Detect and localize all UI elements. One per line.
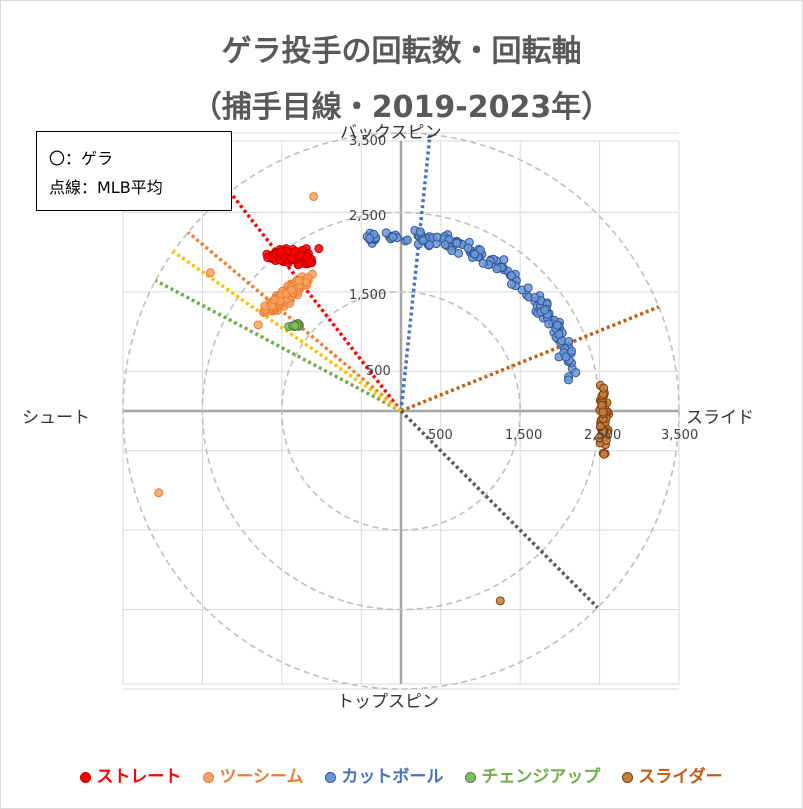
note-box: 〇：ゲラ 点線：MLB平均 (36, 131, 232, 211)
radial-tick-3500: 3,500 (349, 134, 387, 149)
axis-label-bottom: トップスピン (337, 692, 439, 712)
mlb-avg-line-0 (228, 190, 403, 413)
point-series-2 (470, 249, 480, 259)
point-series-2 (540, 305, 550, 315)
chart-title-line1: ゲラ投手の回転数・回転軸 (221, 34, 582, 69)
legend-marker-straight (80, 771, 92, 783)
point-series-2 (432, 232, 442, 242)
point-outlier-3 (495, 596, 505, 606)
point-series-2 (571, 368, 581, 378)
point-series-2 (552, 320, 562, 330)
point-series-2 (564, 375, 574, 385)
legend-marker-changeup (465, 771, 477, 783)
polar-ring-1500 (281, 291, 521, 531)
radial-tick-2500: 2,500 (349, 209, 387, 224)
point-series-0 (302, 252, 312, 262)
legend-label-slider: スライダー (638, 767, 723, 787)
point-series-0 (276, 247, 286, 257)
axis-label-top: バックスピン (340, 123, 442, 143)
legend-label-twoseam: ツーシーム (219, 767, 304, 787)
point-series-0 (263, 253, 273, 263)
x-tick-3500: 3,500 (661, 428, 699, 443)
point-outlier-1 (309, 192, 319, 202)
point-series-2 (388, 232, 398, 242)
chart-title-line2: （捕手目線・2019-2023年） (191, 90, 612, 125)
legend-item-straight: ストレート (80, 762, 181, 787)
point-series-2 (554, 329, 564, 339)
mlb-avg-line-4 (400, 305, 660, 413)
point-series-2 (402, 235, 412, 245)
point-series-4 (598, 407, 608, 417)
point-series-2 (507, 271, 517, 281)
mlb-avg-line-2 (399, 134, 432, 412)
x-tick-500: 500 (428, 428, 453, 443)
point-series-1 (269, 295, 279, 305)
point-series-0 (287, 253, 297, 263)
point-outlier-0 (154, 488, 164, 498)
radial-tick-500: 500 (366, 364, 391, 379)
point-series-2 (530, 293, 540, 303)
point-series-4 (599, 449, 609, 459)
point-series-2 (561, 352, 571, 362)
point-series-2 (523, 283, 533, 293)
point-series-4 (595, 422, 605, 432)
legend-label-cutter: カットボール (341, 767, 444, 787)
point-series-2 (447, 246, 457, 256)
legend: ストレート ツーシーム カットボール チェンジアップ スライダー (0, 762, 803, 787)
point-series-4 (599, 383, 609, 393)
axis-label-right: スライド (686, 408, 754, 428)
point-series-1 (294, 276, 304, 286)
point-series-1 (253, 320, 263, 330)
point-series-4 (601, 435, 611, 445)
x-tick-2500: 2,500 (584, 428, 622, 443)
point-series-0 (294, 259, 304, 269)
point-series-2 (415, 227, 425, 237)
point-series-0 (290, 246, 300, 256)
note-marker-text: 〇：ゲラ (49, 149, 114, 168)
point-series-0 (314, 244, 324, 254)
point-series-2 (463, 243, 473, 253)
legend-marker-slider (622, 771, 634, 783)
radial-tick-1500: 1,500 (349, 288, 387, 303)
legend-item-changeup: チェンジアップ (465, 762, 600, 787)
legend-marker-twoseam (203, 771, 215, 783)
point-series-2 (452, 238, 462, 248)
legend-label-straight: ストレート (96, 767, 182, 787)
axis-label-left: シュート (22, 408, 90, 428)
point-series-2 (492, 264, 502, 274)
mlb-avg-line-extra-0 (399, 409, 599, 609)
point-series-2 (499, 255, 509, 265)
mlb-avg-line-extra-1 (172, 250, 403, 413)
point-series-2 (478, 258, 488, 268)
mlb-avg-line-3 (154, 278, 402, 413)
point-series-2 (365, 233, 375, 243)
point-series-2 (507, 279, 517, 289)
point-series-2 (564, 336, 574, 346)
note-line-text: 点線：MLB平均 (49, 178, 163, 197)
legend-marker-cutter (325, 771, 337, 783)
point-series-2 (544, 319, 554, 329)
x-tick-1500: 1,500 (505, 428, 543, 443)
legend-item-cutter: カットボール (325, 762, 443, 787)
point-series-2 (418, 235, 428, 245)
point-series-3 (290, 321, 300, 331)
legend-label-changeup: チェンジアップ (481, 767, 601, 787)
point-series-2 (425, 240, 435, 250)
point-series-1 (287, 285, 297, 295)
polar-ring-3500 (122, 132, 680, 690)
legend-item-slider: スライダー (622, 762, 723, 787)
legend-item-twoseam: ツーシーム (203, 762, 303, 787)
point-outlier-2 (205, 268, 215, 278)
point-series-2 (440, 240, 450, 250)
